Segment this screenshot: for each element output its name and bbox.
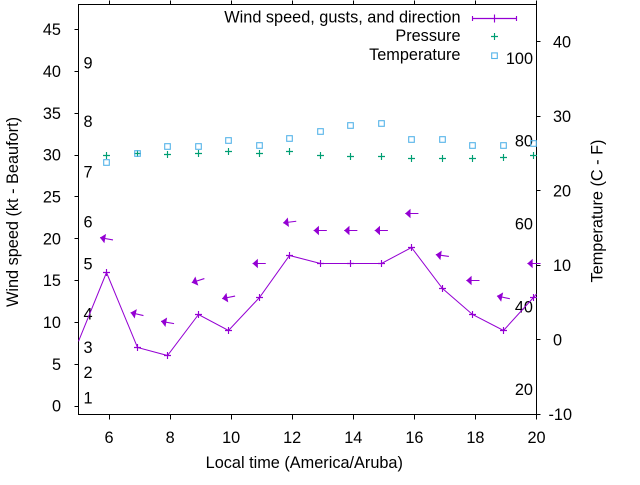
svg-text:14: 14	[344, 429, 362, 447]
svg-text:12: 12	[283, 429, 301, 447]
svg-text:16: 16	[405, 429, 423, 447]
svg-text:20: 20	[553, 182, 571, 200]
svg-text:60: 60	[515, 216, 533, 234]
svg-text:Temperature (C - F): Temperature (C - F)	[589, 140, 607, 283]
svg-text:8: 8	[84, 113, 93, 131]
svg-text:40: 40	[43, 63, 61, 81]
svg-text:10: 10	[222, 429, 240, 447]
svg-text:35: 35	[43, 105, 61, 123]
svg-text:7: 7	[84, 163, 93, 181]
svg-text:9: 9	[84, 55, 93, 73]
svg-text:30: 30	[43, 147, 61, 165]
svg-text:20: 20	[43, 230, 61, 248]
svg-text:5: 5	[52, 356, 61, 374]
svg-text:Temperature: Temperature	[369, 46, 460, 64]
svg-text:3: 3	[84, 339, 93, 357]
svg-text:5: 5	[84, 255, 93, 273]
svg-text:Wind speed (kt - Beaufort): Wind speed (kt - Beaufort)	[4, 117, 22, 307]
svg-text:18: 18	[466, 429, 484, 447]
svg-text:-10: -10	[549, 406, 573, 424]
svg-text:100: 100	[506, 50, 533, 68]
svg-text:20: 20	[515, 381, 533, 399]
svg-text:10: 10	[43, 314, 61, 332]
svg-text:1: 1	[84, 389, 93, 407]
svg-text:25: 25	[43, 188, 61, 206]
svg-text:Wind speed, gusts, and directi: Wind speed, gusts, and direction	[224, 9, 460, 27]
svg-text:80: 80	[515, 133, 533, 151]
svg-text:40: 40	[553, 33, 571, 51]
svg-text:0: 0	[553, 332, 562, 350]
svg-text:6: 6	[104, 429, 113, 447]
svg-text:Local time (America/Aruba): Local time (America/Aruba)	[206, 454, 403, 472]
svg-text:4: 4	[84, 306, 93, 324]
svg-text:20: 20	[527, 429, 545, 447]
svg-text:10: 10	[553, 257, 571, 275]
svg-text:0: 0	[52, 398, 61, 416]
svg-text:30: 30	[553, 108, 571, 126]
svg-text:45: 45	[43, 21, 61, 39]
svg-text:Pressure: Pressure	[395, 27, 460, 45]
svg-text:8: 8	[166, 429, 175, 447]
svg-text:6: 6	[84, 214, 93, 232]
svg-text:15: 15	[43, 272, 61, 290]
svg-text:2: 2	[84, 364, 93, 382]
